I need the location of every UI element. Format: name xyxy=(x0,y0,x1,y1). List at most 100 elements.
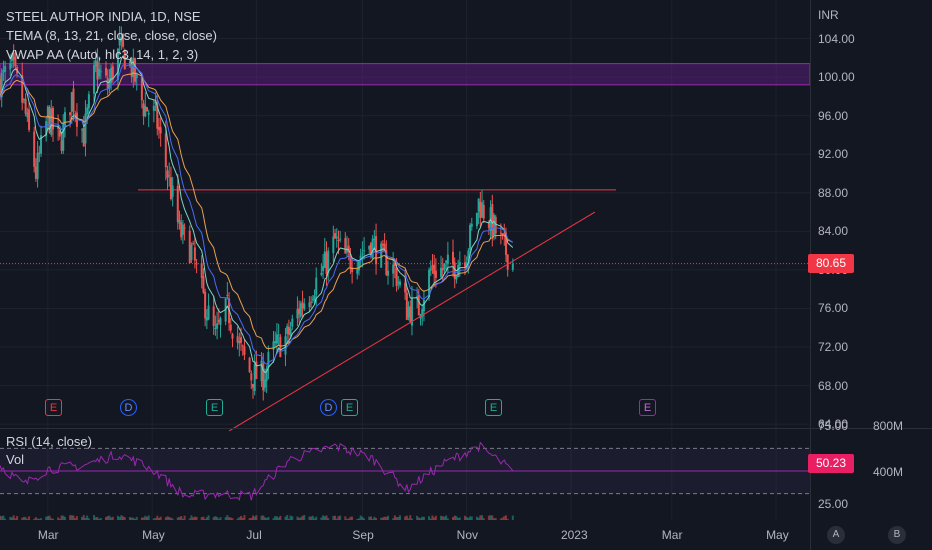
volume-tick-400m: 400M xyxy=(873,465,904,479)
candle-body xyxy=(301,302,304,309)
candle-body xyxy=(511,263,514,270)
volume-bar xyxy=(12,515,15,520)
candle-body xyxy=(368,246,371,250)
volume-bar xyxy=(422,516,425,520)
volume-bar xyxy=(475,516,478,520)
candle-body xyxy=(422,299,425,312)
candle-body xyxy=(70,92,73,112)
volume-bar xyxy=(168,516,171,520)
candle-body xyxy=(192,243,195,245)
volume-legend[interactable]: Vol xyxy=(6,452,25,467)
volume-bar xyxy=(272,518,275,520)
volume-bar xyxy=(4,518,7,520)
candle-body xyxy=(9,63,12,70)
candle-body xyxy=(195,263,198,265)
volume-bar xyxy=(357,518,360,520)
candle-body xyxy=(231,334,234,339)
candle-body xyxy=(193,247,196,261)
price-tick: 92.00 xyxy=(818,147,849,162)
volume-bar xyxy=(250,517,253,520)
earnings-marker[interactable]: E xyxy=(341,399,358,416)
volume-bar xyxy=(339,515,342,520)
volume-bar xyxy=(84,517,87,520)
candle-body xyxy=(229,324,232,331)
vwap-legend[interactable]: VWAP AA (Auto, hlc3, 14, 1, 2, 3) xyxy=(6,47,199,62)
candle-body xyxy=(351,267,354,273)
volume-bar xyxy=(40,518,43,520)
earnings-marker[interactable]: E xyxy=(639,399,656,416)
candle-body xyxy=(493,215,496,236)
candle-body xyxy=(322,266,325,272)
currency-label[interactable]: INR xyxy=(818,8,839,22)
candle-body xyxy=(334,233,337,239)
volume-bar xyxy=(327,518,330,520)
candle-body xyxy=(356,268,359,274)
candle-body xyxy=(94,60,97,67)
volume-bar xyxy=(228,517,231,520)
volume-bar xyxy=(86,515,89,520)
candle-body xyxy=(99,71,102,73)
candle-body xyxy=(421,309,424,317)
candle-body xyxy=(188,230,191,264)
candle-body xyxy=(156,102,159,129)
candle-body xyxy=(108,79,111,89)
candle-body xyxy=(453,262,456,279)
volume-bar xyxy=(289,515,292,520)
volume-bar xyxy=(263,517,266,520)
candle-body xyxy=(240,337,243,343)
volume-bar xyxy=(202,516,205,520)
candle-body xyxy=(440,267,443,277)
tema-legend[interactable]: TEMA (8, 13, 21, close, close, close) xyxy=(6,28,217,43)
candle-body xyxy=(416,296,419,298)
volume-bar xyxy=(207,515,210,520)
auto-scale-button[interactable]: A xyxy=(827,526,845,544)
volume-bar xyxy=(0,516,3,520)
volume-bar xyxy=(265,517,268,520)
candle-body xyxy=(469,224,472,251)
volume-bar xyxy=(489,515,492,520)
earnings-marker[interactable]: E xyxy=(206,399,223,416)
symbol-legend[interactable]: STEEL AUTHOR INDIA, 1D, NSE xyxy=(6,9,201,24)
volume-bar xyxy=(98,518,101,520)
candle-body xyxy=(260,360,263,382)
candle-body xyxy=(335,236,338,239)
volume-bar xyxy=(82,515,85,520)
candle-body xyxy=(262,363,265,391)
earnings-marker[interactable]: E xyxy=(45,399,62,416)
candle-body xyxy=(26,112,29,118)
trendline[interactable] xyxy=(228,211,596,432)
candle-body xyxy=(272,341,275,350)
candle-body xyxy=(58,130,61,137)
volume-bar xyxy=(156,515,159,520)
candle-body xyxy=(487,222,490,229)
candle-body xyxy=(40,135,43,154)
volume-bar xyxy=(142,517,145,520)
candle-body xyxy=(216,323,219,329)
candle-body xyxy=(224,298,227,322)
candle-body xyxy=(501,233,504,235)
earnings-marker[interactable]: E xyxy=(485,399,502,416)
volume-bar xyxy=(440,515,443,520)
candle-body xyxy=(323,251,326,268)
volume-bar xyxy=(154,518,157,520)
volume-bars xyxy=(0,515,514,520)
volume-bar xyxy=(385,516,388,520)
candle-body xyxy=(106,78,109,89)
volume-bar xyxy=(130,517,133,520)
candle-body xyxy=(132,57,135,78)
volume-bar xyxy=(106,516,109,520)
candle-body xyxy=(104,67,107,76)
volume-bar xyxy=(224,517,227,520)
volume-bar xyxy=(433,517,436,520)
rsi-legend[interactable]: RSI (14, close) xyxy=(6,434,92,449)
volume-bar xyxy=(243,515,246,520)
volume-bar xyxy=(301,515,304,520)
log-scale-button[interactable]: B xyxy=(888,526,906,544)
candle-body xyxy=(219,318,222,325)
dividend-marker[interactable]: D xyxy=(120,399,137,416)
volume-bar xyxy=(214,516,217,520)
volume-bar xyxy=(322,515,325,520)
time-label: Jul xyxy=(246,528,262,542)
dividend-marker[interactable]: D xyxy=(320,399,337,416)
